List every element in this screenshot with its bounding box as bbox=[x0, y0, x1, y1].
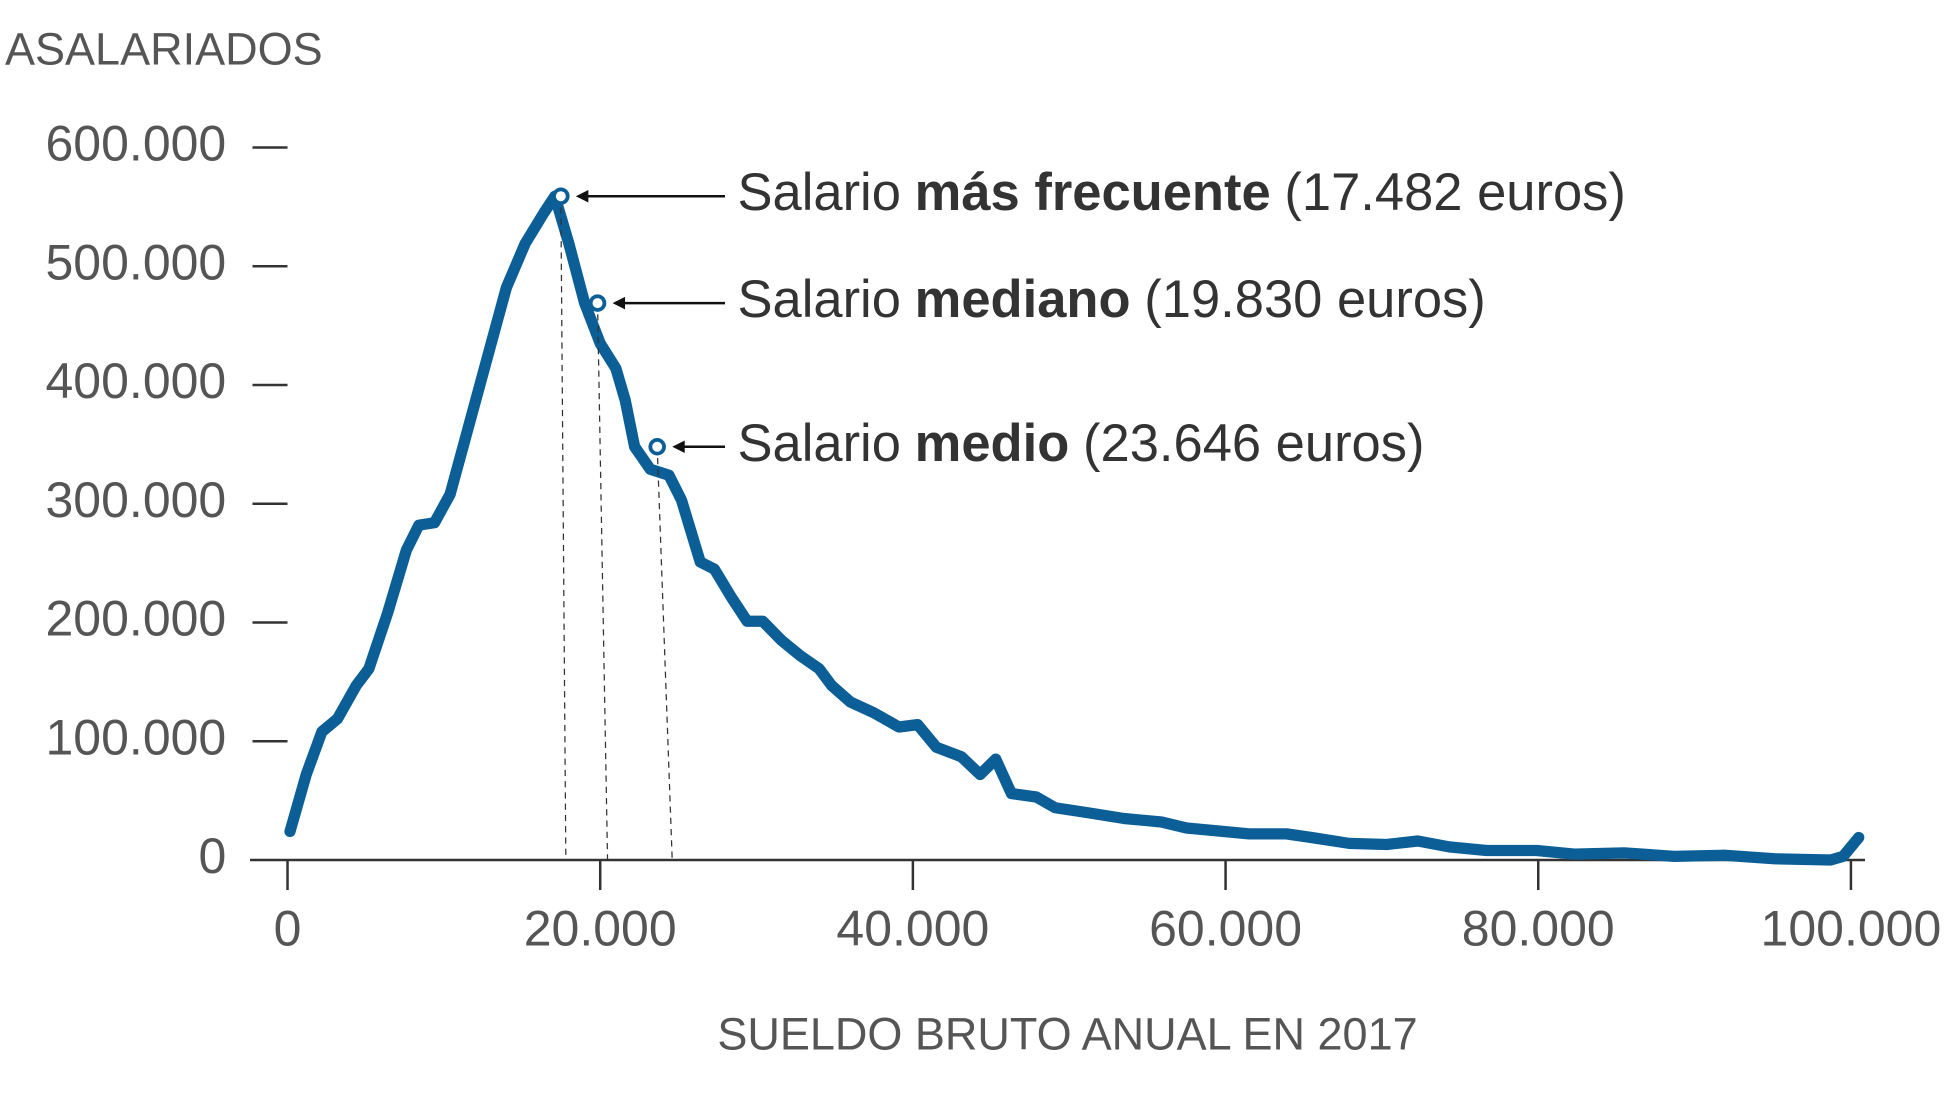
annotation-bold: medio bbox=[915, 414, 1070, 473]
annotation-detail: (23.646 euros) bbox=[1083, 414, 1424, 473]
annotation-point bbox=[552, 187, 570, 205]
arrow-head bbox=[612, 296, 626, 310]
y-tick-label: 300.000 bbox=[46, 472, 227, 528]
annotation-point bbox=[648, 437, 666, 456]
x-tick-label: 80.000 bbox=[1462, 901, 1615, 957]
y-tick-label: 400.000 bbox=[46, 353, 227, 409]
annotation-bold: mediano bbox=[915, 270, 1131, 329]
x-axis-title: SUELDO BRUTO ANUAL EN 2017 bbox=[717, 1008, 1417, 1059]
dashed-guide bbox=[656, 446, 673, 861]
annotation-detail: (19.830 euros) bbox=[1144, 270, 1485, 329]
annotation-point bbox=[588, 294, 607, 312]
y-tick-label: 600.000 bbox=[46, 116, 227, 172]
x-tick-label: 0 bbox=[274, 901, 302, 957]
annotation-prefix: Salario bbox=[738, 270, 901, 329]
annotation: Salario mediano (19.830 euros) bbox=[738, 270, 1486, 329]
y-tick-label: 500.000 bbox=[46, 234, 227, 290]
y-tick-label: 0 bbox=[198, 828, 226, 884]
annotation-bold: más frecuente bbox=[915, 163, 1271, 222]
annotation-prefix: Salario bbox=[738, 414, 901, 473]
annotation: Salario medio (23.646 euros) bbox=[738, 414, 1425, 473]
x-tick-label: 60.000 bbox=[1149, 901, 1302, 957]
y-axis-title: ASALARIADOS bbox=[5, 23, 323, 74]
annotation-detail: (17.482 euros) bbox=[1284, 163, 1625, 222]
x-tick-label: 20.000 bbox=[524, 901, 677, 957]
dashed-guide bbox=[560, 196, 567, 861]
x-tick-label: 40.000 bbox=[836, 901, 989, 957]
x-tick-label: 100.000 bbox=[1761, 901, 1942, 957]
arrow-head bbox=[575, 189, 589, 203]
annotation-prefix: Salario bbox=[738, 163, 901, 222]
y-tick-label: 100.000 bbox=[46, 709, 227, 765]
y-tick-label: 200.000 bbox=[46, 591, 227, 647]
line-series bbox=[284, 190, 1865, 866]
dashed-guide bbox=[596, 303, 609, 861]
annotation: Salario más frecuente (17.482 euros) bbox=[738, 163, 1626, 222]
arrow-head bbox=[672, 440, 685, 453]
